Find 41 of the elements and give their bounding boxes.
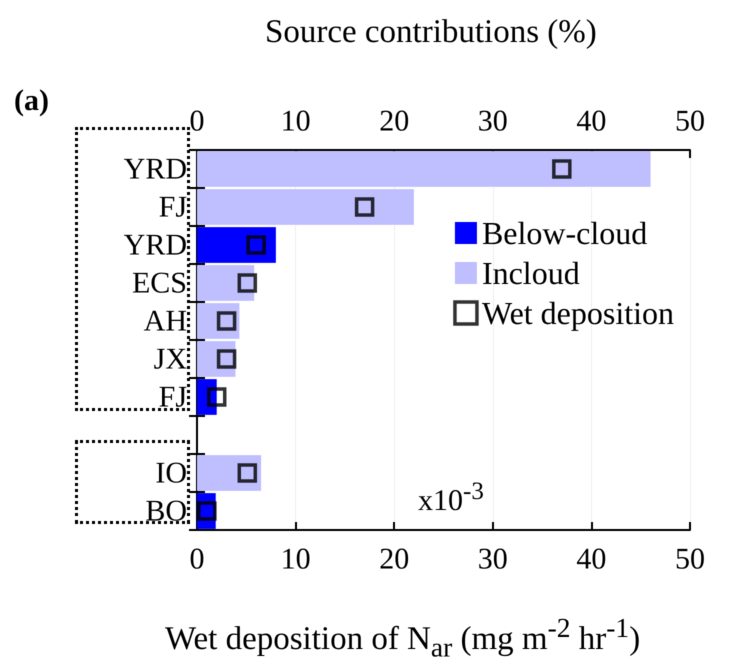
x-tick-label: 50 xyxy=(675,542,705,576)
point xyxy=(206,387,226,407)
point xyxy=(238,463,258,483)
y-tick-label: ECS xyxy=(132,266,187,300)
x2-tick-label: 50 xyxy=(675,104,705,138)
x2-tick-label: 40 xyxy=(576,104,606,138)
x-axis-title: Wet deposition of N$_{ar}$ (mg m$^{-2}$ hr$^{-1}$) xyxy=(165,612,640,664)
text: (a) xyxy=(14,84,49,118)
bar xyxy=(197,227,276,263)
x-tick-label: 40 xyxy=(576,542,606,576)
x2-tick-label: 20 xyxy=(379,104,410,138)
legend-label: Wet deposition xyxy=(482,295,674,331)
x-tick-label: 0 xyxy=(190,542,204,576)
y-tick-label: FJ xyxy=(158,380,188,414)
y-tick-label: AH xyxy=(144,304,187,338)
x-tick-label: 30 xyxy=(478,542,508,576)
legend-label: Below-cloud xyxy=(482,215,648,251)
legend-label: Incloud xyxy=(482,255,580,291)
y-tick-label: BO xyxy=(145,494,187,528)
bar xyxy=(197,189,414,225)
point xyxy=(552,159,572,179)
point xyxy=(238,273,258,293)
bar xyxy=(197,265,254,301)
point xyxy=(246,235,266,255)
bar xyxy=(197,455,262,491)
point xyxy=(354,197,374,217)
annotation: x10$^{-3}$ xyxy=(418,478,484,518)
x2-tick-label: 10 xyxy=(280,104,311,138)
x2-tick-label: 0 xyxy=(190,104,204,138)
point xyxy=(216,349,236,369)
y-tick-label: YRD xyxy=(124,228,187,262)
y-tick-label: JX xyxy=(154,342,188,376)
bar xyxy=(197,151,651,187)
y-tick-label: YRD xyxy=(124,152,187,186)
y-tick-label: FJ xyxy=(158,190,188,224)
point xyxy=(197,501,217,521)
y-tick-label: IO xyxy=(155,456,187,490)
x2-axis-title: Source contributions (%) xyxy=(265,14,597,51)
x-tick-label: 10 xyxy=(280,542,311,576)
x2-tick-label: 30 xyxy=(478,104,508,138)
x-tick-label: 20 xyxy=(379,542,410,576)
